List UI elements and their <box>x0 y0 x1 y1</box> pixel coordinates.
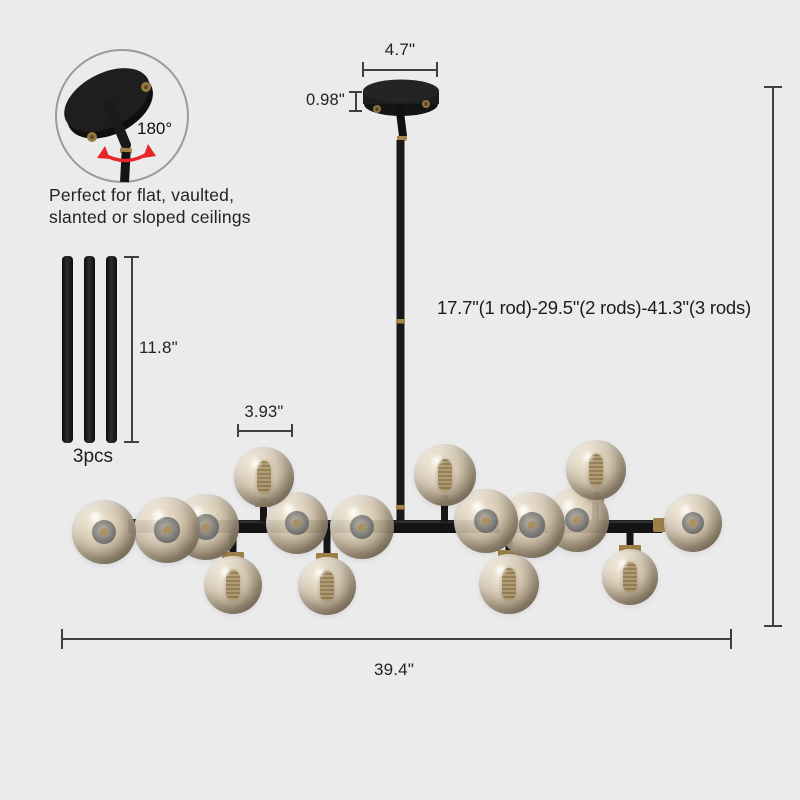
spare-rod <box>62 256 73 443</box>
rod-length-dim-line <box>131 256 133 443</box>
rod-length-dim-tick-top <box>124 256 139 258</box>
inset-caption: Perfect for flat, vaulted, slanted or sl… <box>49 184 251 228</box>
canopy-width-tick-left <box>362 62 364 77</box>
glass-globe <box>204 556 262 614</box>
glass-globe <box>298 557 356 615</box>
bulb-socket <box>285 511 309 535</box>
glass-globe <box>72 500 136 564</box>
bulb-socket <box>349 514 375 540</box>
total-width-dim-line <box>62 638 732 640</box>
glass-globe <box>479 554 539 614</box>
total-width-tick-left <box>61 629 63 649</box>
bulb-filament <box>256 461 272 493</box>
spare-rod <box>106 256 117 443</box>
bulb-socket <box>681 511 704 534</box>
globe-diameter-label: 3.93" <box>244 403 284 421</box>
total-width-label: 39.4" <box>373 660 415 679</box>
glass-globe <box>234 447 294 507</box>
bulb-socket <box>519 512 545 538</box>
total-width-tick-right <box>730 629 732 649</box>
rod-count-label: 3pcs <box>72 446 114 467</box>
caption-line-2: slanted or sloped ceilings <box>49 207 251 227</box>
overall-height-cap-top <box>764 86 782 88</box>
glass-globe <box>330 495 394 559</box>
bulb-filament <box>588 454 604 486</box>
brass-end-ferrule <box>653 518 667 532</box>
canopy-width-tick-right <box>436 62 438 77</box>
brass-rod-connector <box>396 319 405 324</box>
glass-globe <box>602 549 658 605</box>
bulb-filament <box>623 562 637 592</box>
bulb-filament <box>501 568 517 600</box>
brass-joint-ring <box>397 136 407 141</box>
bulb-socket <box>91 519 117 545</box>
canopy-height-tick-bottom <box>349 110 362 112</box>
overall-height-dim-line <box>772 87 774 627</box>
canopy-width-dim-line <box>362 69 438 71</box>
canopy-height-label: 0.98" <box>306 91 345 109</box>
glass-globe <box>134 497 200 563</box>
canopy-width-label: 4.7" <box>384 40 416 59</box>
rotation-arrow-icon <box>97 144 156 163</box>
bulb-filament <box>437 458 453 492</box>
rod-length-dim-tick-bottom <box>124 441 139 443</box>
swivel-angle-label: 180° <box>137 119 172 138</box>
globe-diameter-tick-left <box>237 424 239 437</box>
glass-globe <box>414 444 476 506</box>
glass-globe <box>566 440 626 500</box>
ceiling-canopy <box>363 79 439 116</box>
bulb-socket <box>154 517 180 543</box>
spare-rod <box>84 256 95 443</box>
glass-globe <box>664 494 722 552</box>
bulb-filament <box>226 569 240 601</box>
glass-globe <box>454 489 518 553</box>
overall-height-cap-bottom <box>764 625 782 627</box>
rod-length-label: 11.8" <box>139 338 178 357</box>
brass-rod-connector <box>396 505 405 510</box>
bulb-socket <box>564 507 590 533</box>
swivel-canopy-inset: 180° <box>55 49 189 183</box>
inset-circle-border <box>55 49 189 183</box>
bulb-socket <box>473 508 499 534</box>
downrod <box>396 108 407 524</box>
globe-diameter-tick-right <box>291 424 293 437</box>
bulb-filament <box>320 570 334 602</box>
canopy-height-dim-line <box>355 91 357 112</box>
height-range-label: 17.7"(1 rod)-29.5"(2 rods)-41.3"(3 rods) <box>437 297 752 318</box>
caption-line-1: Perfect for flat, vaulted, <box>49 185 235 205</box>
canopy-height-tick-top <box>349 91 362 93</box>
globe-diameter-dim-line <box>237 430 293 432</box>
